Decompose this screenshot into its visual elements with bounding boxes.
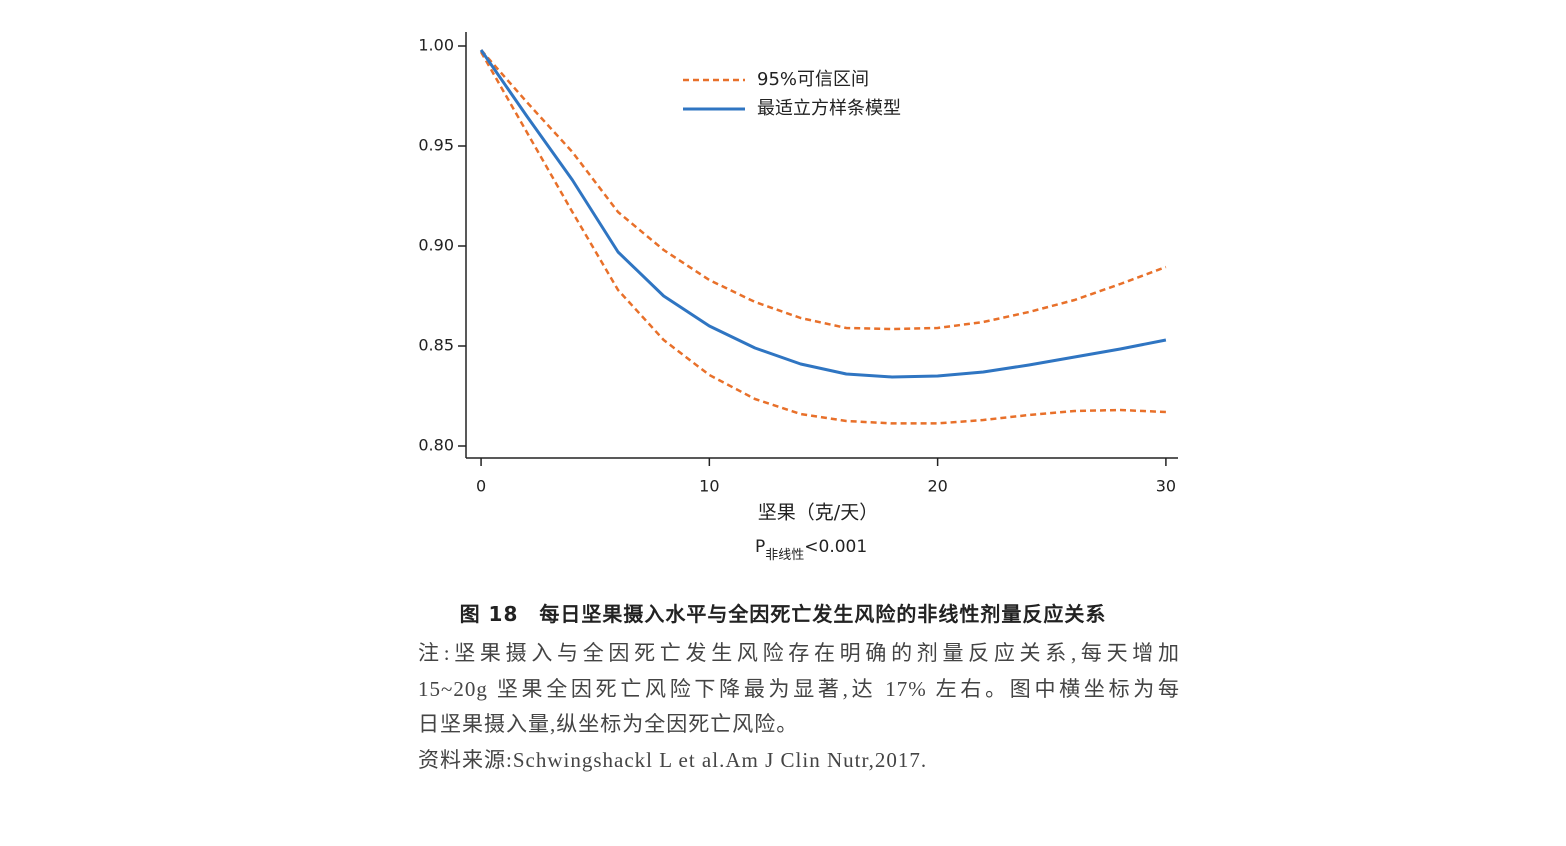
- x-tick-label: 30: [1156, 477, 1176, 496]
- chart: 坚果（克/天） P非线性<0.001 0.80 0.85 0.90 0.95 1.00 0…: [418, 32, 1178, 563]
- x-tick-label: 0: [476, 477, 486, 496]
- legend-label: 最适立方样条模型: [757, 98, 901, 119]
- legend-label: 95%可信区间: [757, 69, 869, 90]
- annotation: P非线性<0.001: [755, 537, 867, 563]
- y-tick-label: 1.00: [418, 36, 454, 55]
- x-tick-label: 20: [927, 477, 947, 496]
- line: [479, 51, 1166, 425]
- annotation-rest: <0.001: [804, 537, 867, 557]
- y-tick-label: 0.90: [418, 236, 454, 255]
- x-tick-label: 10: [699, 477, 719, 496]
- line: [480, 49, 1167, 331]
- y-tick-label: 0.95: [418, 136, 454, 155]
- x-axis-label: 坚果（克/天）: [758, 502, 878, 524]
- y-tick-label: 0.80: [418, 436, 454, 455]
- annotation-main: P: [755, 537, 765, 557]
- source: 资料来源:Schwingshackl L et al.Am J Clin Nut…: [418, 748, 928, 772]
- annotation-sub: 非线性: [765, 548, 804, 563]
- line: [479, 49, 1167, 379]
- y-tick-label: 0.85: [418, 336, 454, 355]
- note-line: 15~20g 坚果全因死亡风险下降最为显著,达 17% 左右。图中横坐标为每: [418, 677, 1180, 701]
- note-line: 日坚果摄入量,纵坐标为全因死亡风险。: [418, 712, 799, 736]
- note-line: 注:坚果摄入与全因死亡发生风险存在明确的剂量反应关系,每天增加: [418, 641, 1180, 665]
- caption-title: 图 18 每日坚果摄入水平与全因死亡发生风险的非线性剂量反应关系: [459, 602, 1107, 626]
